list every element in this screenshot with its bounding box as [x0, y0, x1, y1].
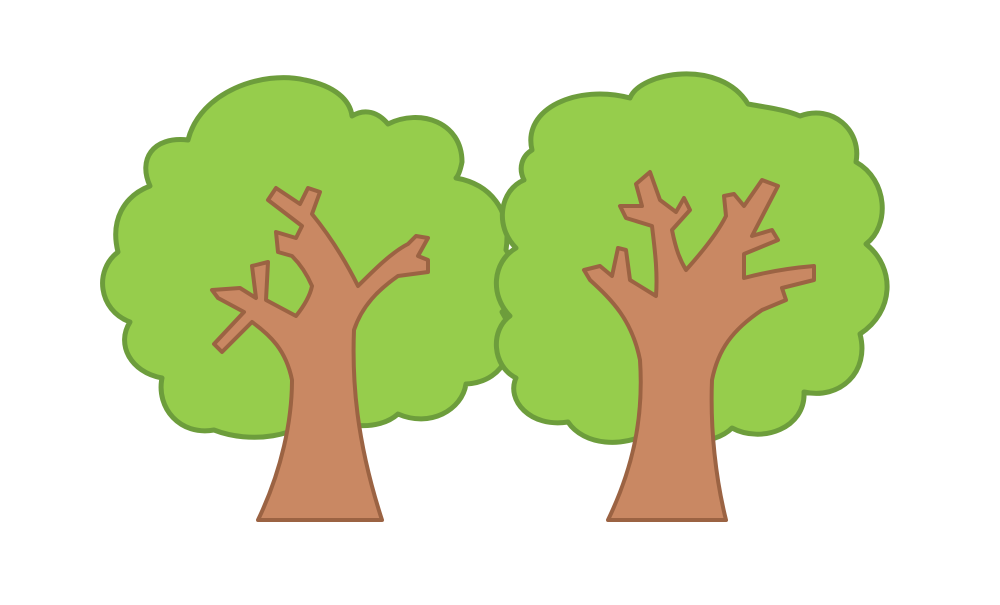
right-tree — [494, 71, 890, 522]
right-tree-canopy — [494, 71, 890, 445]
left-tree-trunk — [210, 186, 430, 522]
right-tree-trunk — [582, 170, 816, 522]
left-tree — [100, 75, 519, 522]
